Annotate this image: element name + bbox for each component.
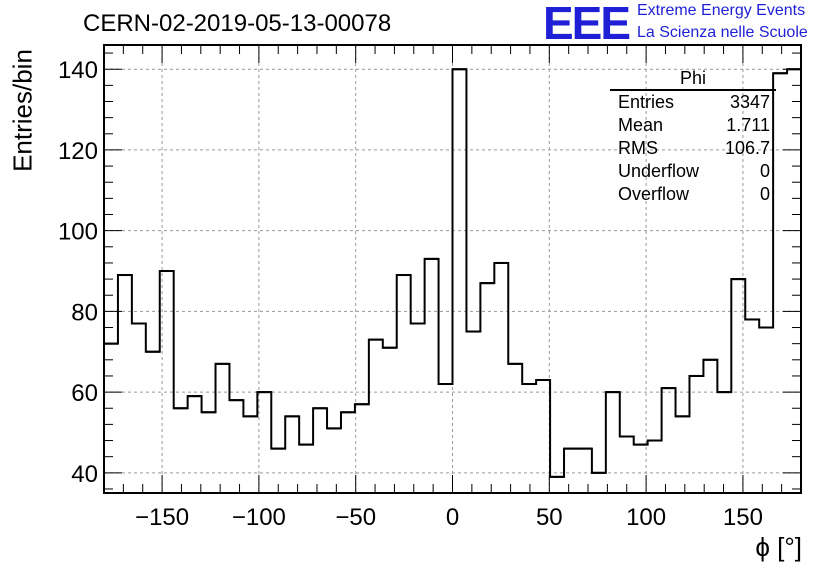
- stats-box: Phi Entries 3347 Mean 1.711 RMS 106.7 Un…: [610, 68, 776, 206]
- stats-value: 0: [759, 161, 770, 181]
- x-tick-label: −100: [232, 504, 286, 531]
- stats-value: 0: [759, 184, 770, 204]
- x-tick-label: 50: [536, 504, 563, 531]
- histogram-bins: [104, 68, 801, 478]
- y-tick-label: 100: [58, 219, 98, 246]
- stats-value: 1.711: [726, 115, 770, 135]
- logo-line-1: Extreme Energy Events: [637, 2, 806, 19]
- stats-label: Overflow: [618, 184, 690, 204]
- y-tick-label: 60: [71, 380, 98, 407]
- x-tick-label: 150: [723, 504, 763, 531]
- stats-row-rms: RMS 106.7: [610, 137, 776, 160]
- stats-label: RMS: [618, 138, 658, 158]
- chart-title: CERN-02-2019-05-13-00078: [83, 10, 392, 37]
- stats-row-entries: Entries 3347: [610, 91, 776, 114]
- x-axis-label: ϕ [°]: [755, 532, 802, 562]
- stats-value: 106.7: [724, 138, 770, 158]
- eee-logo: EEE: [543, 0, 631, 49]
- y-tick-label: 80: [71, 299, 98, 326]
- y-axis-label: Entries/bin: [7, 49, 38, 172]
- x-tick-labels: −150 −100 −50 0 50 100 150: [135, 504, 763, 531]
- y-tick-label: 120: [58, 138, 98, 165]
- y-tick-labels: 40 60 80 100 120 140: [58, 57, 98, 488]
- x-tick-label: 0: [446, 504, 459, 531]
- stats-label: Mean: [618, 115, 664, 135]
- stats-row-underflow: Underflow 0: [610, 160, 776, 183]
- plot-frame: [103, 44, 802, 494]
- stats-label: Entries: [618, 92, 675, 112]
- stats-row-mean: Mean 1.711: [610, 114, 776, 137]
- axis-ticks: [104, 45, 801, 493]
- logo-line-2: La Scienza nelle Scuole: [637, 24, 808, 41]
- stats-row-overflow: Overflow 0: [610, 183, 776, 206]
- x-tick-label: −150: [135, 504, 189, 531]
- stats-title: Phi: [610, 68, 776, 91]
- x-tick-label: 100: [626, 504, 666, 531]
- stats-label: Underflow: [618, 161, 700, 181]
- y-tick-label: 40: [71, 461, 98, 488]
- x-tick-label: −50: [335, 504, 376, 531]
- y-tick-label: 140: [58, 57, 98, 84]
- stats-value: 3347: [729, 92, 770, 112]
